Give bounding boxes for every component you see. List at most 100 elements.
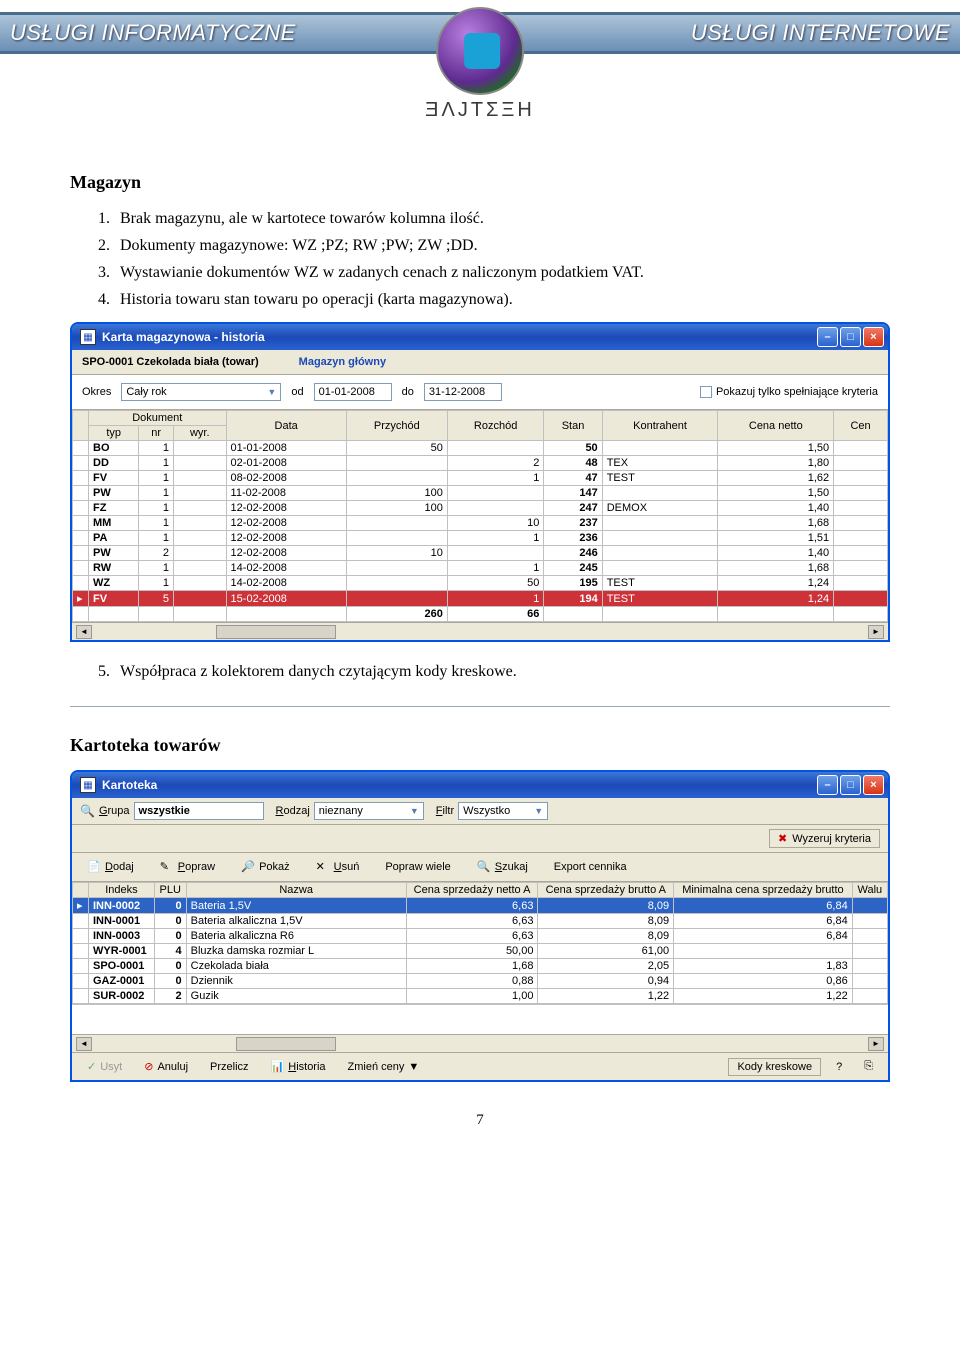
col-przychod[interactable]: Przychód bbox=[346, 411, 447, 441]
search-icon: 🔍 bbox=[477, 860, 491, 874]
help-button[interactable]: ? bbox=[829, 1058, 849, 1076]
scroll-thumb[interactable] bbox=[236, 1037, 336, 1051]
date-to-input[interactable] bbox=[424, 383, 502, 401]
col-plu[interactable]: PLU bbox=[154, 883, 186, 898]
grupa-combo[interactable]: wszystkie bbox=[134, 802, 264, 820]
table-row[interactable]: SPO-00010Czekolada biała1,682,051,83 bbox=[73, 959, 888, 974]
warehouse-label: Magazyn główny bbox=[299, 356, 386, 368]
col-brutto[interactable]: Cena sprzedaży brutto A bbox=[538, 883, 674, 898]
scroll-thumb[interactable] bbox=[216, 625, 336, 639]
check-icon: ✓ bbox=[87, 1060, 96, 1073]
kody-kreskowe-button[interactable]: Kody kreskowe bbox=[728, 1058, 821, 1076]
footer-toolbar: ✓Usyt ⊘Anuluj Przelicz 📊Historia Zmień c… bbox=[72, 1052, 888, 1080]
table-row[interactable]: MM112-02-2008102371,68 bbox=[73, 516, 888, 531]
table-row[interactable]: DD102-01-2008248TEX1,80 bbox=[73, 456, 888, 471]
scroll-right-icon[interactable]: ► bbox=[868, 1037, 884, 1051]
popraw-wiele-button[interactable]: Popraw wiele bbox=[378, 858, 457, 876]
titlebar[interactable]: ▦ Karta magazynowa - historia – □ × bbox=[72, 324, 888, 350]
col-cen[interactable]: Cen bbox=[834, 411, 888, 441]
horizontal-scrollbar[interactable]: ◄ ► bbox=[72, 622, 888, 640]
table-row[interactable]: PA112-02-200812361,51 bbox=[73, 531, 888, 546]
logo-icon bbox=[436, 7, 524, 95]
table-row[interactable]: GAZ-00010Dziennik0,880,940,86 bbox=[73, 974, 888, 989]
col-min[interactable]: Minimalna cena sprzedaży brutto bbox=[674, 883, 853, 898]
col-indeks[interactable]: Indeks bbox=[89, 883, 155, 898]
minimize-button[interactable]: – bbox=[817, 327, 838, 347]
filtr-combo[interactable]: Wszystko▼ bbox=[458, 802, 548, 820]
export-button[interactable]: Export cennika bbox=[547, 858, 634, 876]
exit-button[interactable]: ⎘ bbox=[857, 1057, 880, 1076]
table-row[interactable]: INN-00030Bateria alkaliczna R66,638,096,… bbox=[73, 929, 888, 944]
col-wal[interactable]: Walu bbox=[852, 883, 887, 898]
zmien-ceny-button[interactable]: Zmień ceny ▼ bbox=[341, 1058, 427, 1076]
pokaz-button[interactable]: 🔎Pokaż bbox=[234, 857, 297, 877]
table-row[interactable]: SUR-00022Guzik1,001,221,22 bbox=[73, 989, 888, 1004]
action-toolbar: 📄Dodaj ✎Popraw 🔎Pokaż ✕Usuń Popraw wiele… bbox=[72, 853, 888, 882]
col-cena-netto[interactable]: Cena netto bbox=[718, 411, 834, 441]
table-row[interactable]: RW114-02-200812451,68 bbox=[73, 561, 888, 576]
col-stan[interactable]: Stan bbox=[544, 411, 602, 441]
table-row[interactable]: FZ112-02-2008100247DEMOX1,40 bbox=[73, 501, 888, 516]
usyt-button[interactable]: ✓Usyt bbox=[80, 1057, 129, 1076]
horizontal-scrollbar[interactable]: ◄ ► bbox=[72, 1034, 888, 1052]
magazyn-list: 1.Brak magazynu, ale w kartotece towarów… bbox=[98, 207, 890, 312]
minimize-button[interactable]: – bbox=[817, 775, 838, 795]
criteria-checkbox[interactable]: Pokazuj tylko spełniające kryteria bbox=[700, 386, 878, 398]
checkbox-icon bbox=[700, 386, 712, 398]
maximize-button[interactable]: □ bbox=[840, 775, 861, 795]
table-row[interactable]: INN-00010Bateria alkaliczna 1,5V6,638,09… bbox=[73, 914, 888, 929]
table-row[interactable]: BO101-01-200850501,50 bbox=[73, 441, 888, 456]
col-rozchod[interactable]: Rozchód bbox=[447, 411, 544, 441]
kartoteka-grid[interactable]: Indeks PLU Nazwa Cena sprzedaży netto A … bbox=[72, 882, 888, 1004]
od-label: od bbox=[291, 386, 303, 398]
grupa-label: Grupa bbox=[99, 805, 130, 817]
szukaj-button[interactable]: 🔍Szukaj bbox=[470, 857, 535, 877]
section-title-magazyn: Magazyn bbox=[70, 172, 890, 193]
scroll-left-icon[interactable]: ◄ bbox=[76, 625, 92, 639]
table-row[interactable]: WZ114-02-200850195TEST1,24 bbox=[73, 576, 888, 591]
col-dokument[interactable]: Dokument bbox=[89, 411, 227, 426]
anuluj-button[interactable]: ⊘Anuluj bbox=[137, 1057, 195, 1076]
table-row[interactable]: ▸INN-00020Bateria 1,5V6,638,096,84 bbox=[73, 898, 888, 914]
table-row[interactable]: PW111-02-20081001471,50 bbox=[73, 486, 888, 501]
scroll-left-icon[interactable]: ◄ bbox=[76, 1037, 92, 1051]
col-wyr[interactable]: wyr. bbox=[173, 426, 226, 441]
dodaj-button[interactable]: 📄Dodaj bbox=[80, 857, 141, 877]
list-item: Wystawianie dokumentów WZ w zadanych cen… bbox=[120, 264, 644, 281]
col-kontrahent[interactable]: Kontrahent bbox=[602, 411, 718, 441]
table-row[interactable]: WYR-00014Bluzka damska rozmiar L50,0061,… bbox=[73, 944, 888, 959]
maximize-button[interactable]: □ bbox=[840, 327, 861, 347]
logo-subtext: ƎɅЈТΣΞН bbox=[425, 99, 535, 122]
wyzeruj-button[interactable]: ✖ Wyzeruj kryteria bbox=[769, 829, 880, 848]
view-icon: 🔎 bbox=[241, 860, 255, 874]
close-button[interactable]: × bbox=[863, 327, 884, 347]
history-grid[interactable]: Dokument Data Przychód Rozchód Stan Kont… bbox=[72, 410, 888, 622]
table-row[interactable]: ▸FV515-02-20081194TEST1,24 bbox=[73, 591, 888, 607]
section-title-kartoteka: Kartoteka towarów bbox=[70, 735, 890, 756]
col-data[interactable]: Data bbox=[226, 411, 346, 441]
col-nazwa[interactable]: Nazwa bbox=[186, 883, 406, 898]
rodzaj-label: Rodzaj bbox=[276, 805, 310, 817]
table-row[interactable]: PW212-02-2008102461,40 bbox=[73, 546, 888, 561]
popraw-button[interactable]: ✎Popraw bbox=[153, 857, 222, 877]
przelicz-button[interactable]: Przelicz bbox=[203, 1058, 256, 1076]
historia-button[interactable]: 📊Historia bbox=[264, 1057, 333, 1076]
sum-row: 260 66 bbox=[73, 607, 888, 622]
date-from-input[interactable] bbox=[314, 383, 392, 401]
usun-button[interactable]: ✕Usuń bbox=[309, 857, 367, 877]
delete-icon: ✕ bbox=[316, 860, 330, 874]
titlebar[interactable]: ▦ Kartoteka – □ × bbox=[72, 772, 888, 798]
col-nr[interactable]: nr bbox=[139, 426, 174, 441]
window-karta-magazynowa: ▦ Karta magazynowa - historia – □ × SPO-… bbox=[70, 322, 890, 642]
rodzaj-combo[interactable]: nieznany▼ bbox=[314, 802, 424, 820]
col-netto[interactable]: Cena sprzedaży netto A bbox=[406, 883, 538, 898]
list-item: Współpraca z kolektorem danych czytający… bbox=[120, 663, 517, 680]
close-button[interactable]: × bbox=[863, 775, 884, 795]
scroll-right-icon[interactable]: ► bbox=[868, 625, 884, 639]
table-row[interactable]: FV108-02-2008147TEST1,62 bbox=[73, 471, 888, 486]
col-typ[interactable]: typ bbox=[89, 426, 139, 441]
divider bbox=[70, 706, 890, 707]
magazyn-list-cont: 5.Współpraca z kolektorem danych czytają… bbox=[98, 660, 890, 684]
okres-combo[interactable]: Cały rok ▼ bbox=[121, 383, 281, 401]
list-item: Dokumenty magazynowe: WZ ;PZ; RW ;PW; ZW… bbox=[120, 237, 478, 254]
